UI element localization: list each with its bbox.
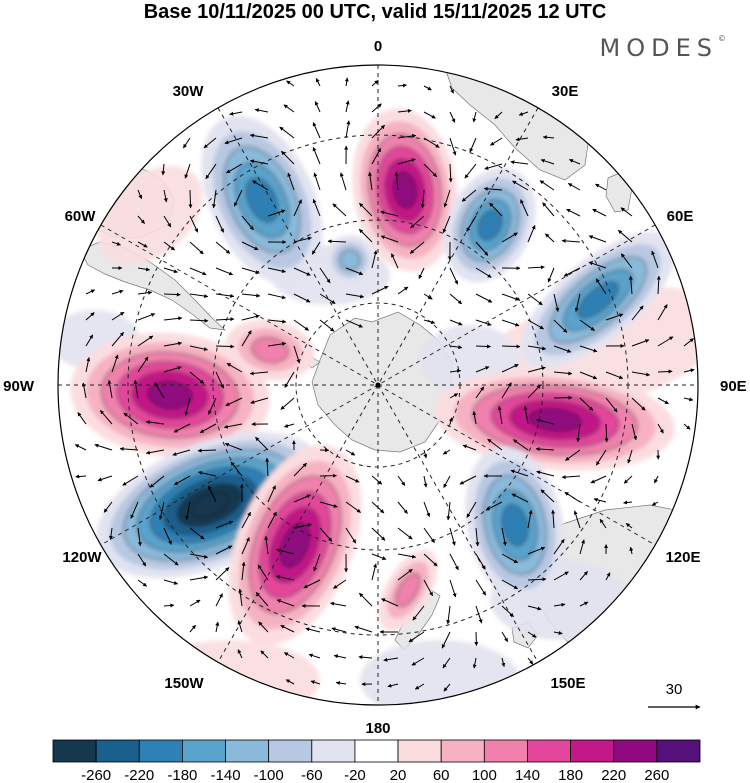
lon-label-90w: 90W (3, 378, 35, 395)
lon-label-150e: 150E (550, 675, 585, 692)
colorbar-swatch (527, 740, 570, 762)
lon-label-120w: 120W (62, 549, 102, 566)
lon-label-180: 180 (365, 720, 390, 737)
wind-vector-arrow (476, 346, 491, 347)
wind-vector-arrow (658, 371, 672, 372)
colorbar-tick-label: -220 (124, 767, 154, 783)
colorbar-tick-label: 140 (515, 767, 540, 783)
lon-label-30w: 30W (173, 83, 205, 100)
colorbar-swatch (226, 740, 269, 762)
lon-label-90e: 90E (720, 378, 747, 395)
wind-vector-arrow (164, 294, 180, 295)
lon-label-60w: 60W (65, 208, 97, 225)
colorbar-tick-label: 100 (472, 767, 497, 783)
wind-vector-arrow (190, 190, 191, 208)
colorbar-swatch (484, 740, 527, 762)
colorbar: -260 -220 -180 -140 -100 -60 -20 20 60 100 140 180 2… (53, 740, 700, 783)
colorbar-swatch (614, 740, 657, 762)
colorbar-swatch (269, 740, 312, 762)
pole-dot (376, 383, 381, 388)
reference-vector: 30 (648, 681, 700, 707)
polar-map: 0 30E 60E 90E 120E 150E 180 150W 120W 90… (0, 0, 750, 783)
lon-label-120e: 120E (665, 549, 700, 566)
colorbar-swatch (571, 740, 614, 762)
reference-vector-value: 30 (666, 681, 683, 698)
colorbar-tick-label: 180 (558, 767, 583, 783)
colorbar-tick-label: 20 (390, 767, 407, 783)
colorbar-swatch (53, 740, 96, 762)
colorbar-swatch (441, 740, 484, 762)
wind-vector-arrow (216, 346, 234, 347)
colorbar-tick-label: -100 (254, 767, 284, 783)
colorbar-swatch (657, 740, 700, 762)
lon-label-30e: 30E (552, 83, 579, 100)
colorbar-swatch (398, 740, 441, 762)
colorbar-tick-label: 260 (644, 767, 669, 783)
colorbar-swatch (139, 740, 182, 762)
colorbar-tick-label: -60 (301, 767, 323, 783)
colorbar-swatch (312, 740, 355, 762)
negative-anomaly-center (325, 235, 375, 285)
colorbar-swatch (182, 740, 225, 762)
lon-label-0: 0 (374, 38, 382, 55)
weak-anomaly (360, 640, 520, 720)
colorbar-tick-label: 220 (601, 767, 626, 783)
colorbar-tick-label: -20 (344, 767, 366, 783)
colorbar-tick-label: -180 (167, 767, 197, 783)
lon-label-150w: 150W (164, 675, 204, 692)
lon-label-60e: 60E (667, 208, 694, 225)
colorbar-swatch (355, 740, 398, 762)
map-disc (50, 62, 740, 720)
colorbar-tick-label: 60 (433, 767, 450, 783)
colorbar-swatch (96, 740, 139, 762)
wind-vector-arrow (502, 346, 520, 347)
colorbar-tick-label: -140 (211, 767, 241, 783)
colorbar-tick-label: -260 (81, 767, 111, 783)
